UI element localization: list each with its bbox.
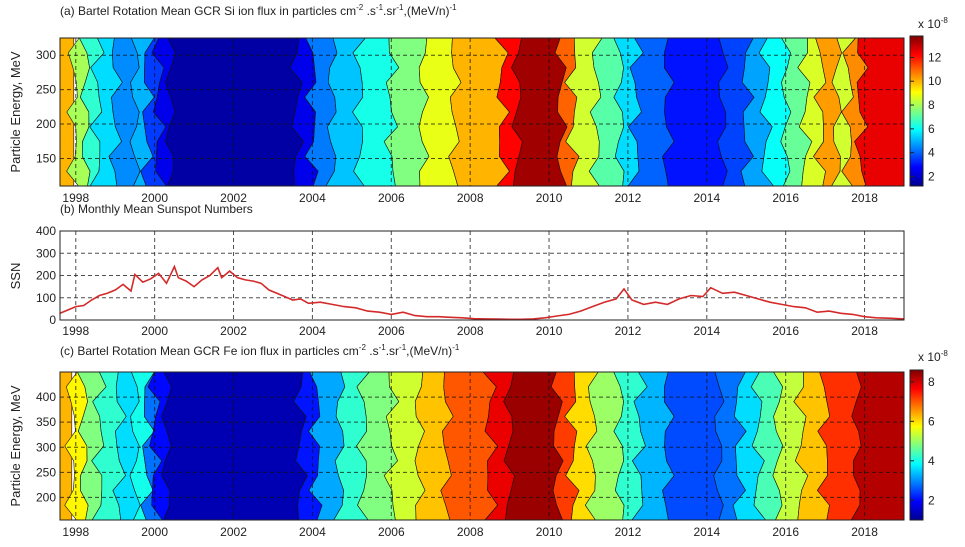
x-tick-label: 2018 [851, 324, 878, 338]
colorbar-tick-label: 12 [928, 50, 942, 64]
x-tick-label: 2006 [378, 324, 405, 338]
panel-c-grid [60, 372, 904, 520]
x-tick-label: 2014 [693, 525, 720, 539]
y-tick-label: 200 [36, 117, 56, 131]
panel-b-grid [60, 231, 904, 320]
x-tick-label: 2014 [693, 191, 720, 205]
panel-a-contour-bands [59, 37, 905, 187]
panel-b-frame [59, 230, 905, 321]
y-tick-label: 300 [36, 48, 56, 62]
x-tick-label: 2010 [536, 191, 563, 205]
panel-a-colorbar-ticks: 2 4 6 8 10 12 [910, 50, 942, 183]
x-tick-label: 2012 [615, 324, 642, 338]
x-tick-label: 2016 [772, 324, 799, 338]
panel-a-si-flux: (a) Bartel Rotation Mean GCR Si ion flux… [8, 3, 948, 205]
panel-c-colorbar-exponent: x 10-8 [918, 349, 948, 364]
panel-c-colorbar [909, 369, 924, 521]
x-tick-label: 1998 [62, 525, 89, 539]
x-tick-label: 1998 [62, 191, 89, 205]
x-tick-label: 2006 [378, 191, 405, 205]
panel-a-grid [60, 38, 904, 186]
y-tick-label: 350 [36, 415, 56, 429]
panel-c-title: (c) Bartel Rotation Mean GCR Fe ion flux… [60, 343, 460, 358]
x-tick-label: 2016 [772, 191, 799, 205]
x-tick-label: 2006 [378, 525, 405, 539]
y-tick-label: 300 [36, 246, 56, 260]
y-tick-label: 150 [36, 151, 56, 165]
colorbar-tick-label: 8 [928, 98, 935, 112]
contour-band [165, 37, 304, 187]
panel-b-sunspots: (b) Monthly Mean Sunspot Numbers 1998 200… [8, 202, 905, 338]
contour-band [662, 37, 729, 187]
panel-c-colorbar-ticks: 2 4 6 8 [910, 375, 935, 507]
colorbar-tick-label: 6 [928, 414, 935, 428]
contour-band [584, 371, 625, 521]
colorbar-tick-label: 4 [928, 454, 935, 468]
colorbar-tick-label: 4 [928, 146, 935, 160]
panel-a-x-ticks: 1998 2000 2002 2004 2006 2008 2010 2012 2014 2016… [62, 191, 878, 205]
x-tick-label: 2000 [141, 324, 168, 338]
x-tick-label: 1998 [62, 324, 89, 338]
contour-band [588, 37, 625, 187]
y-tick-label: 250 [36, 83, 56, 97]
panel-c-frame [59, 371, 905, 521]
panel-a-frame [59, 37, 905, 187]
x-tick-label: 2010 [536, 525, 563, 539]
y-tick-label: 200 [36, 490, 56, 504]
x-tick-label: 2002 [220, 191, 247, 205]
panel-c-ylabel: Particle Energy, MeV [8, 385, 23, 506]
panel-a-ylabel: Particle Energy, MeV [8, 51, 23, 172]
contour-band [448, 37, 510, 187]
y-tick-label: 400 [36, 390, 56, 404]
x-tick-label: 2000 [141, 191, 168, 205]
x-tick-label: 2002 [220, 324, 247, 338]
contour-band [108, 37, 141, 187]
y-tick-label: 400 [36, 224, 56, 238]
panel-b-ylabel: SSN [8, 263, 23, 290]
panel-b-y-ticks: 0 100 200 300 400 [36, 224, 56, 327]
panel-c-contour-bands [59, 371, 905, 521]
x-tick-label: 2004 [299, 191, 326, 205]
panel-b-x-ticks: 1998 2000 2002 2004 2006 2008 2010 2012 2014 2016… [62, 324, 878, 338]
panel-b-title: (b) Monthly Mean Sunspot Numbers [60, 202, 253, 216]
x-tick-label: 2010 [536, 324, 563, 338]
y-tick-label: 300 [36, 440, 56, 454]
panel-c-x-ticks: 1998 2000 2002 2004 2006 2008 2010 2012 2014 2016… [62, 525, 878, 539]
x-tick-label: 2004 [299, 525, 326, 539]
x-tick-label: 2012 [615, 525, 642, 539]
x-tick-label: 2016 [772, 525, 799, 539]
y-tick-label: 0 [49, 313, 56, 327]
colorbar-tick-label: 2 [928, 169, 935, 183]
sunspot-series-line [59, 264, 905, 321]
panel-c-fe-flux: (c) Bartel Rotation Mean GCR Fe ion flux… [8, 343, 948, 539]
x-tick-label: 2008 [457, 324, 484, 338]
x-tick-label: 2014 [693, 324, 720, 338]
x-tick-label: 2018 [851, 525, 878, 539]
colorbar-tick-label: 10 [928, 74, 942, 88]
x-tick-label: 2002 [220, 525, 247, 539]
y-tick-label: 100 [36, 291, 56, 305]
x-tick-label: 2008 [457, 191, 484, 205]
colorbar-tick-label: 2 [928, 493, 935, 507]
y-tick-label: 200 [36, 269, 56, 283]
panel-a-colorbar-exponent: x 10-8 [918, 16, 948, 31]
x-tick-label: 2000 [141, 525, 168, 539]
colorbar-tick-label: 8 [928, 375, 935, 389]
y-tick-label: 250 [36, 465, 56, 479]
x-tick-label: 2004 [299, 324, 326, 338]
colorbar-tick-label: 6 [928, 122, 935, 136]
x-tick-label: 2008 [457, 525, 484, 539]
panel-a-y-ticks: 150 200 250 300 [36, 48, 56, 165]
panel-a-title: (a) Bartel Rotation Mean GCR Si ion flux… [60, 3, 457, 18]
x-tick-label: 2018 [851, 191, 878, 205]
x-tick-label: 2012 [615, 191, 642, 205]
panel-c-y-ticks: 200 250 300 350 400 [36, 390, 56, 504]
panel-a-colorbar [909, 35, 924, 187]
